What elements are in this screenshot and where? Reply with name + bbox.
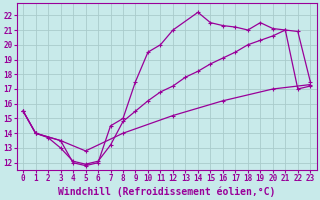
X-axis label: Windchill (Refroidissement éolien,°C): Windchill (Refroidissement éolien,°C) — [58, 186, 276, 197]
